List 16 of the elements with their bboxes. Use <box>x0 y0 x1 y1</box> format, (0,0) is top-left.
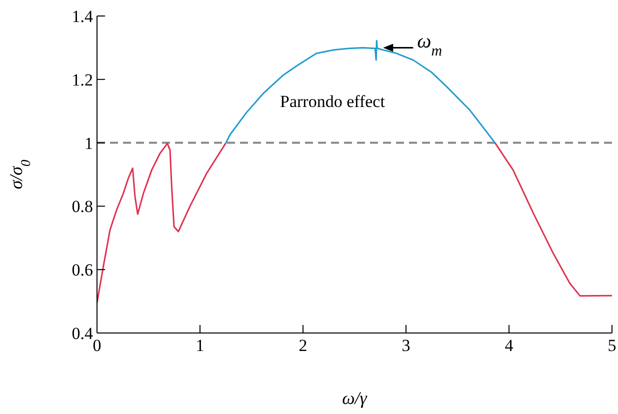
x-tick-label: 5 <box>608 336 616 356</box>
x-tick-label: 0 <box>92 336 102 356</box>
y-tick-label: 1 <box>84 134 93 153</box>
y-tick-label: 0.4 <box>72 324 94 344</box>
y-tick-label: 0.8 <box>72 197 93 216</box>
x-axis-title: ω/γ <box>342 388 368 408</box>
x-tick-label: 1 <box>196 336 204 356</box>
x-tick-label: 3 <box>402 336 410 356</box>
y-tick-label: 1.2 <box>72 70 93 90</box>
line-series <box>225 40 496 144</box>
x-tick-label: 4 <box>504 336 514 356</box>
x-tick-label: 2 <box>298 336 308 356</box>
annotation: ω$_{m}$ <box>417 30 442 60</box>
y-tick-label: 0.6 <box>72 260 93 280</box>
annotation: Parrondo effect <box>280 92 385 112</box>
y-tick-label: 1.4 <box>72 7 94 26</box>
